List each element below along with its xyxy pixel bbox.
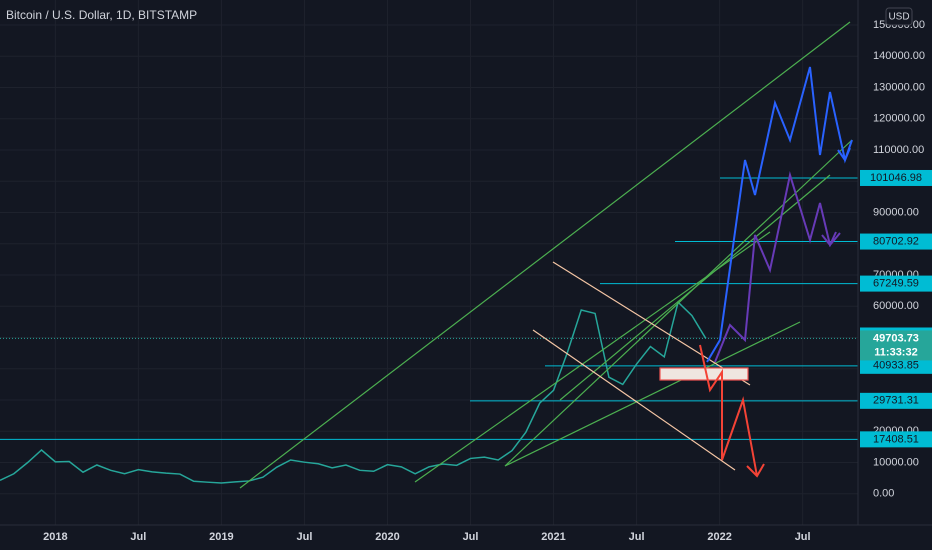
level-label-box — [860, 357, 932, 374]
y-tick-label: 90000.00 — [873, 206, 919, 218]
x-tick-label: Jul — [629, 531, 645, 543]
grid — [0, 0, 858, 525]
level-label-box — [860, 275, 932, 292]
y-tick-label: 60000.00 — [873, 300, 919, 312]
projection-path — [706, 66, 853, 363]
currency-label[interactable]: USD — [888, 12, 909, 23]
level-label: 17408.51 — [873, 433, 919, 445]
projection-path — [714, 171, 841, 363]
y-tick-label: 120000.00 — [873, 113, 925, 125]
x-tick-label: Jul — [296, 531, 312, 543]
arrow-head — [746, 463, 765, 478]
chart-title: Bitcoin / U.S. Dollar, 1D, BITSTAMP — [6, 8, 197, 22]
y-tick-label: 110000.00 — [873, 144, 924, 156]
x-tick-label: 2018 — [43, 531, 67, 543]
level-label: 40933.85 — [873, 360, 919, 372]
level-label-box — [860, 431, 932, 448]
x-tick-label: 2020 — [375, 531, 399, 543]
arrow-head — [837, 147, 851, 163]
trendline — [504, 139, 853, 467]
level-label: 80702.92 — [873, 235, 919, 247]
x-tick-label: Jul — [130, 531, 146, 543]
price-axis — [858, 0, 932, 550]
current-price-box — [860, 330, 932, 361]
trendline — [239, 21, 851, 489]
projection-path — [699, 344, 758, 477]
current-price-label: 49703.73 — [873, 332, 919, 344]
x-tick-label: 2019 — [209, 531, 233, 543]
level-label-box — [860, 392, 932, 409]
x-tick-label: Jul — [463, 531, 479, 543]
y-tick-label: 0.00 — [873, 488, 894, 500]
level-label-box — [860, 233, 932, 250]
series — [0, 300, 707, 484]
zone-box — [659, 367, 749, 381]
arrow-head — [821, 231, 837, 247]
y-tick-label: 130000.00 — [873, 81, 925, 93]
currency-button[interactable] — [885, 7, 913, 26]
channel-line — [552, 261, 751, 386]
x-tick-label: Jul — [795, 531, 811, 543]
level-label-box — [860, 169, 932, 186]
level-label: 29731.31 — [873, 395, 919, 407]
trendline — [559, 174, 831, 401]
channel-line — [532, 329, 736, 471]
x-tick-label: 2021 — [541, 531, 565, 543]
x-tick-label: 2022 — [707, 531, 731, 543]
countdown-label: 11:33:32 — [874, 346, 917, 358]
level-label: 67249.59 — [873, 278, 919, 290]
drawings — [239, 21, 853, 489]
price-line — [0, 300, 707, 484]
y-tick-label: 10000.00 — [873, 456, 919, 468]
levels — [0, 177, 858, 440]
level-label: 101046.98 — [870, 172, 922, 184]
trendline — [504, 321, 801, 467]
y-tick-label: 140000.00 — [873, 50, 925, 62]
